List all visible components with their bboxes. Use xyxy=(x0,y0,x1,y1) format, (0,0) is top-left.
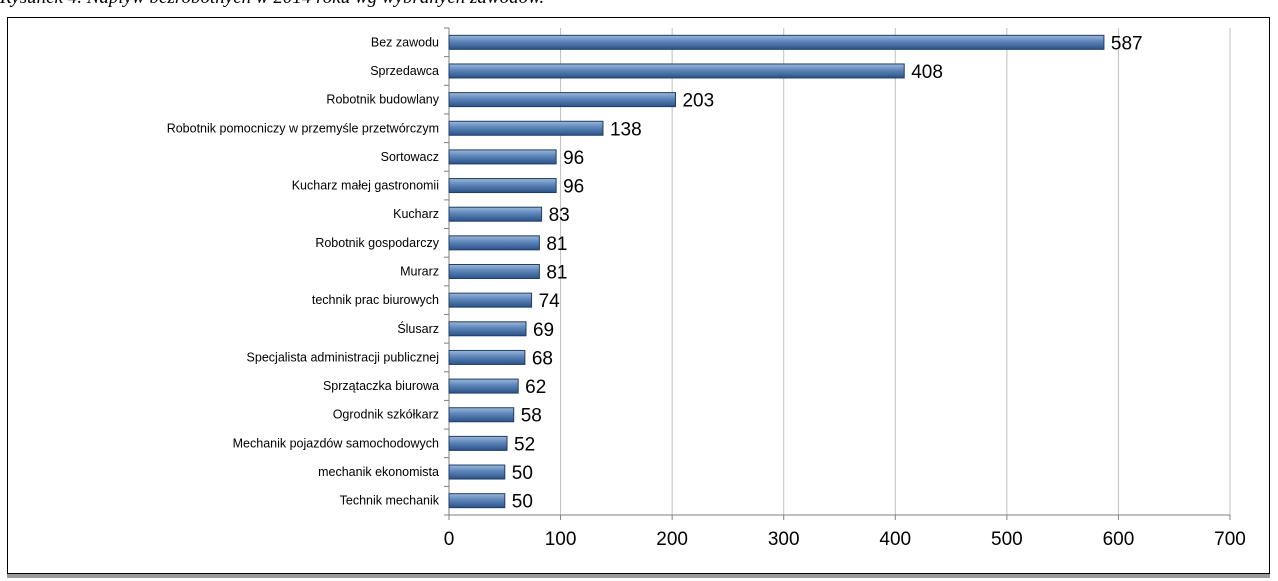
bar-value-label: 96 xyxy=(563,177,584,198)
category-label: Ślusarz xyxy=(397,321,439,336)
x-tick-labels: 0 100 200 300 400 500 600 700 xyxy=(444,529,1246,550)
category-label: Robotnik pomocniczy w przemyśle przetwór… xyxy=(167,121,439,135)
bar-value-label: 62 xyxy=(525,377,546,398)
bar xyxy=(448,92,676,108)
bar-value-label: 74 xyxy=(539,291,561,312)
category-label: Technik mechanik xyxy=(340,494,440,508)
bar-value-label: 83 xyxy=(549,205,570,226)
category-label: Mechanik pojazdów samochodowych xyxy=(233,436,439,450)
bar xyxy=(448,120,604,136)
bar xyxy=(448,264,540,279)
data-labels: 587 408 203 138 96 96 83 81 81 74 69 68 62 58 52 50 50 xyxy=(512,33,1143,512)
bar-value-label: 408 xyxy=(911,62,943,83)
x-tick-label: 400 xyxy=(879,529,911,550)
x-tick-label: 300 xyxy=(768,529,800,550)
bar xyxy=(448,349,526,365)
bar-value-label: 203 xyxy=(682,91,714,112)
category-label: Ogrodnik szkółkarz xyxy=(333,408,439,422)
x-tick-label: 0 xyxy=(444,529,455,550)
bar-value-label: 50 xyxy=(512,492,533,513)
bar xyxy=(448,321,527,337)
category-label: Bez zawodu xyxy=(371,35,439,49)
bar xyxy=(448,178,557,194)
x-tick-label: 200 xyxy=(656,529,688,550)
category-label: Murarz xyxy=(400,265,439,279)
bar xyxy=(448,464,506,480)
x-tick-label: 700 xyxy=(1214,529,1246,550)
category-label: Kucharz małej gastronomii xyxy=(292,179,439,193)
bar-value-label: 52 xyxy=(514,434,535,455)
category-label: mechanik ekonomista xyxy=(318,465,439,479)
category-label: Sprzedawca xyxy=(370,64,439,78)
chart-frame-shadow xyxy=(7,574,1270,578)
bar xyxy=(448,292,533,308)
category-label: Robotnik gospodarczy xyxy=(315,236,439,250)
category-label: technik prac biurowych xyxy=(312,293,439,307)
bar-value-label: 50 xyxy=(512,463,533,484)
bar xyxy=(448,493,506,509)
x-tick-label: 100 xyxy=(545,529,577,550)
bar xyxy=(448,378,519,394)
bar-value-label: 58 xyxy=(521,406,542,427)
bar xyxy=(448,34,1105,50)
category-label: Kucharz xyxy=(393,207,439,221)
gridlines xyxy=(560,28,1231,515)
chart-frame xyxy=(7,17,1270,574)
bar-value-label: 587 xyxy=(1111,33,1143,54)
x-tick-label: 500 xyxy=(991,529,1023,550)
bar xyxy=(448,435,508,451)
category-label: Sortowacz xyxy=(381,150,439,164)
bar-value-label: 69 xyxy=(533,320,554,341)
bar-value-label: 81 xyxy=(546,234,567,255)
category-label: Sprzątaczka biurowa xyxy=(323,379,439,393)
bar xyxy=(448,235,540,251)
bar xyxy=(448,149,557,165)
bar xyxy=(448,407,515,423)
bar-value-label: 81 xyxy=(546,263,567,284)
bar xyxy=(448,206,543,222)
x-tick-label: 600 xyxy=(1103,529,1135,550)
bar-value-label: 96 xyxy=(563,148,584,169)
bar-value-label: 68 xyxy=(532,348,553,369)
category-label: Specjalista administracji publicznej xyxy=(247,350,439,364)
figure-caption: Rysunek 4. Napływ bezrobotnych w 2014 ro… xyxy=(0,0,1278,9)
bar xyxy=(448,63,905,79)
category-labels: Bez zawodu Sprzedawca Robotnik budowlany Ro… xyxy=(167,35,440,507)
bars xyxy=(448,34,1105,509)
bar-value-label: 138 xyxy=(610,119,642,140)
category-label: Robotnik budowlany xyxy=(326,93,439,107)
